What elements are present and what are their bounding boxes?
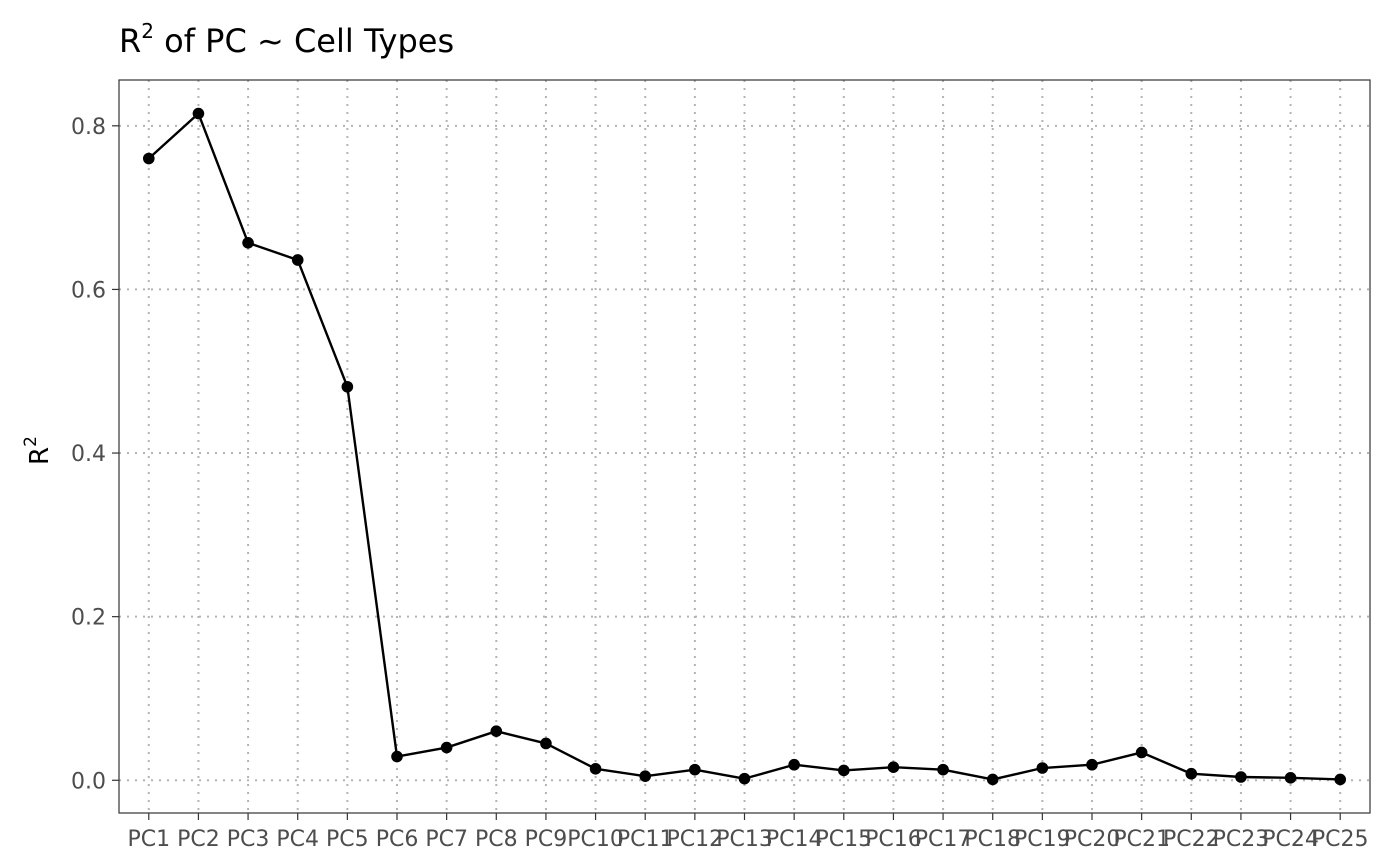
data-point: [738, 772, 751, 785]
x-tick-label: PC1: [127, 827, 170, 852]
data-point: [589, 763, 602, 775]
x-tick-label: PC21: [1113, 827, 1170, 852]
y-tick-label: 0.8: [71, 115, 106, 140]
data-point: [1235, 771, 1247, 783]
x-tick-label: PC6: [376, 827, 419, 852]
data-point: [689, 763, 701, 776]
data-point: [887, 761, 900, 773]
x-tick-label: PC11: [617, 827, 674, 852]
y-tick-label: 0.6: [71, 278, 106, 303]
data-point: [291, 254, 304, 266]
data-point: [341, 380, 354, 393]
x-tick-label: PC24: [1262, 827, 1319, 852]
x-axis-ticks: PC1 PC2 PC3 PC4 PC5 PC6 PC7 PC8 PC9 PC10PC11PC12P…: [127, 813, 1369, 852]
data-point: [1185, 767, 1198, 780]
data-point: [1334, 773, 1347, 786]
data-point: [540, 737, 552, 750]
data-point: [1135, 746, 1148, 759]
x-tick-label: PC17: [915, 827, 972, 852]
x-tick-label: PC22: [1163, 827, 1220, 852]
data-point: [490, 725, 503, 737]
x-tick-label: PC8: [475, 827, 518, 852]
data-point: [1086, 758, 1098, 771]
grid-lines: [119, 80, 1370, 813]
series-line: [147, 112, 1341, 781]
x-tick-label: PC13: [716, 827, 773, 852]
x-tick-label: PC10: [567, 827, 624, 852]
x-tick-label: PC23: [1213, 827, 1270, 852]
data-point: [142, 152, 155, 165]
data-point: [788, 758, 800, 771]
data-point: [837, 764, 850, 777]
y-axis-ticks: 0.0 0.2 0.4 0.6 0.8: [71, 115, 119, 794]
x-tick-label: PC4: [276, 827, 319, 852]
data-point: [391, 750, 403, 763]
x-tick-label: PC20: [1064, 827, 1121, 852]
data-point: [192, 107, 205, 120]
data-point: [1036, 762, 1049, 774]
x-tick-label: PC16: [865, 827, 922, 852]
data-point: [1284, 772, 1297, 784]
x-tick-label: PC15: [815, 827, 872, 852]
chart-title: R2 of PC ~ Cell Types: [119, 19, 454, 60]
x-tick-label: PC14: [766, 827, 823, 852]
x-tick-label: PC18: [964, 827, 1021, 852]
y-axis-label: R2: [21, 436, 55, 465]
data-point: [937, 763, 949, 776]
data-point: [440, 741, 453, 754]
x-tick-label: PC25: [1312, 827, 1369, 852]
x-tick-label: PC19: [1014, 827, 1071, 852]
data-point: [986, 773, 999, 786]
x-tick-label: PC5: [326, 827, 369, 852]
x-tick-label: PC3: [227, 827, 270, 852]
x-tick-label: PC2: [177, 827, 220, 852]
y-tick-label: 0.4: [71, 442, 106, 467]
x-tick-label: PC7: [425, 827, 468, 852]
y-tick-label: 0.0: [71, 769, 106, 794]
x-tick-label: PC9: [525, 827, 568, 852]
y-tick-label: 0.2: [71, 606, 106, 631]
panel-border: [118, 79, 1371, 814]
data-point: [639, 770, 652, 782]
x-tick-label: PC12: [667, 827, 724, 852]
data-point: [242, 236, 254, 249]
r2-series: [142, 107, 1347, 786]
